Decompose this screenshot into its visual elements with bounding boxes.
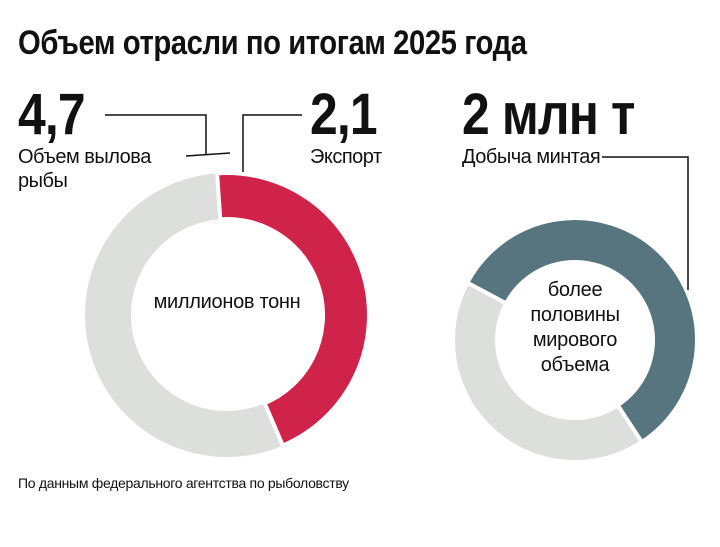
donut-segment [464, 216, 699, 445]
center-label: более половины мирового объема [530, 279, 620, 376]
big-number: 2,1 [310, 82, 378, 147]
leader-line [105, 114, 207, 154]
big-number: 2 млн т [462, 82, 635, 147]
label: Объем вылова рыбы [18, 146, 151, 192]
big-number: 4,7 [18, 82, 86, 147]
leader-line [602, 156, 689, 290]
label: Добыча минтая [462, 146, 601, 168]
source: По данным федерального агентства по рыбо… [18, 475, 349, 491]
donut-segment [451, 280, 645, 464]
leader-lines [105, 114, 689, 290]
leader-line [242, 114, 302, 172]
title: Объем отрасли по итогам 2025 года [18, 24, 527, 62]
donut-segment [214, 171, 371, 449]
center-label: миллионов тонн [153, 291, 301, 313]
leader-line [185, 152, 231, 157]
label: Экспорт [310, 146, 382, 168]
